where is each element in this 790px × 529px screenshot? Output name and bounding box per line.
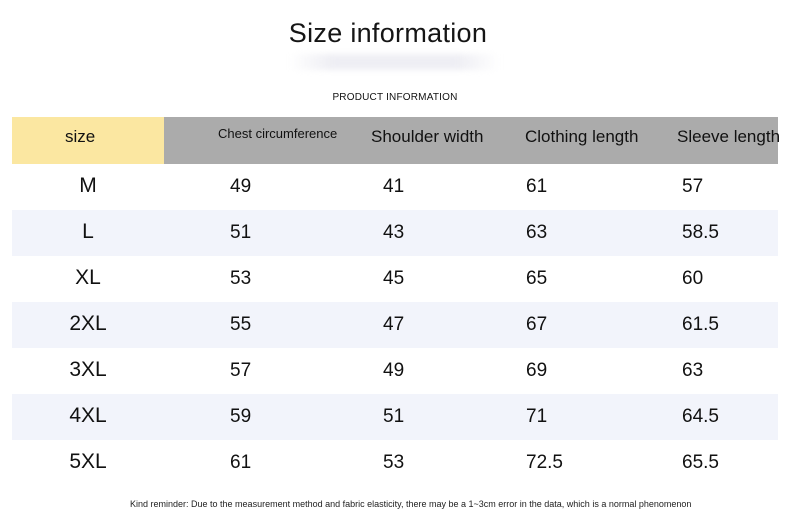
cell-sleeve: 58.5 — [682, 222, 719, 243]
title-reflection — [290, 54, 500, 70]
table-row: XL 53 45 65 60 — [12, 256, 778, 302]
table-header: size Chest circumference Shoulder width … — [12, 117, 781, 164]
cell-sleeve: 57 — [682, 176, 704, 197]
section-subtitle: PRODUCT INFORMATION — [332, 92, 458, 103]
cell-shoulder: 53 — [383, 452, 405, 473]
cell-chest: 51 — [230, 222, 252, 243]
cell-sleeve: 65.5 — [682, 452, 719, 473]
cell-size: M — [79, 174, 97, 197]
cell-shoulder: 49 — [383, 360, 405, 381]
table-row: 3XL 57 49 69 63 — [12, 348, 778, 394]
cell-sleeve: 60 — [682, 268, 704, 289]
page-title: Size information — [288, 18, 488, 48]
cell-chest: 55 — [230, 314, 252, 335]
cell-length: 72.5 — [526, 452, 563, 473]
table-row: M 49 41 61 57 — [12, 164, 778, 210]
kind-reminder-note: Kind reminder: Due to the measurement me… — [130, 499, 692, 509]
cell-chest: 61 — [230, 452, 252, 473]
header-sleeve-length: Sleeve length — [677, 127, 781, 146]
header-clothing-length: Clothing length — [525, 127, 639, 146]
cell-chest: 57 — [230, 360, 252, 381]
cell-sleeve: 63 — [682, 360, 704, 381]
cell-length: 63 — [526, 222, 548, 243]
cell-sleeve: 61.5 — [682, 314, 719, 335]
cell-size: 2XL — [69, 312, 107, 335]
cell-size: XL — [75, 266, 101, 289]
table-row: 5XL 61 53 72.5 65.5 — [12, 440, 778, 486]
cell-shoulder: 41 — [383, 176, 405, 197]
cell-length: 61 — [526, 176, 548, 197]
cell-shoulder: 47 — [383, 314, 405, 335]
header-chest-circumference: Chest circumference — [218, 126, 338, 141]
cell-shoulder: 45 — [383, 268, 405, 289]
table-row: 4XL 59 51 71 64.5 — [12, 394, 778, 440]
cell-length: 65 — [526, 268, 548, 289]
size-table: size Chest circumference Shoulder width … — [12, 117, 781, 486]
cell-shoulder: 43 — [383, 222, 405, 243]
cell-sleeve: 64.5 — [682, 406, 719, 427]
cell-size: 5XL — [69, 450, 107, 473]
table-row: 2XL 55 47 67 61.5 — [12, 302, 778, 348]
cell-chest: 49 — [230, 176, 252, 197]
size-header-cell: size — [12, 117, 164, 164]
table-row: L 51 43 63 58.5 — [12, 210, 778, 256]
header-shoulder-width: Shoulder width — [371, 127, 484, 146]
cell-length: 69 — [526, 360, 548, 381]
cell-size: 4XL — [69, 404, 107, 427]
header-size: size — [65, 127, 96, 146]
cell-chest: 53 — [230, 268, 252, 289]
cell-shoulder: 51 — [383, 406, 405, 427]
cell-size: L — [82, 220, 94, 243]
cell-chest: 59 — [230, 406, 252, 427]
cell-length: 67 — [526, 314, 548, 335]
cell-length: 71 — [526, 406, 548, 427]
cell-size: 3XL — [69, 358, 107, 381]
